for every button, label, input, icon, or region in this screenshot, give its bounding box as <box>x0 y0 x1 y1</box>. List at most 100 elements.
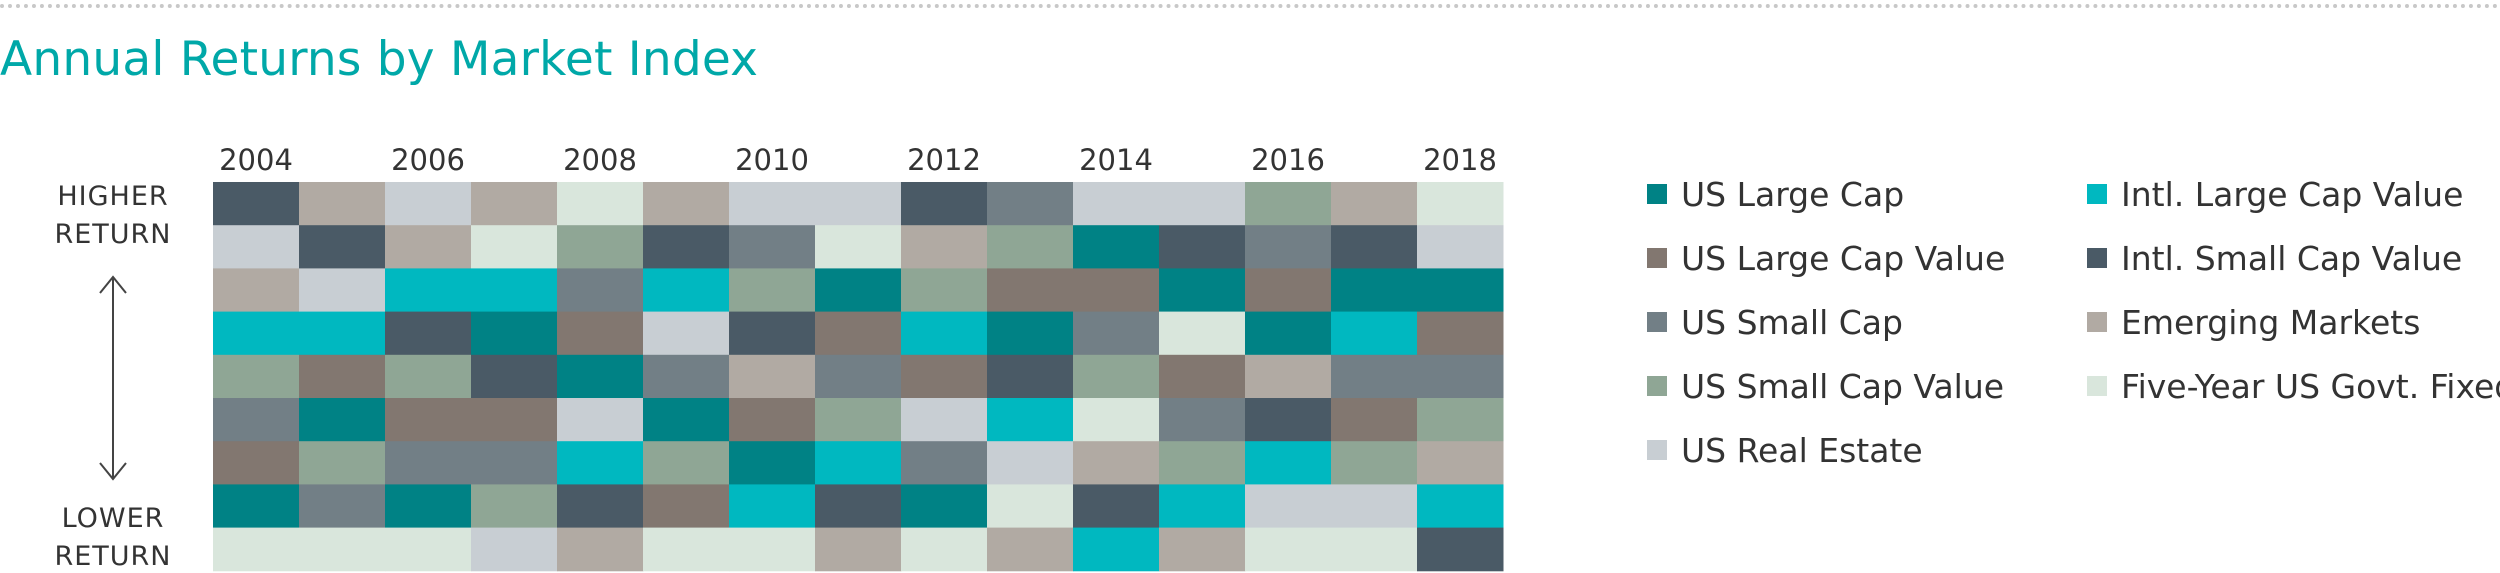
x-tick-label: 2016 <box>1251 143 1325 177</box>
cell-2016-rank-2-us-small-cap <box>1245 225 1332 269</box>
cell-2015-rank-1-us-real-estate <box>1159 182 1246 226</box>
cell-2008-rank-4-us-large-cap-value <box>557 311 644 356</box>
cell-2018-rank-2-us-real-estate <box>1417 225 1504 269</box>
cell-2015-rank-2-intl-small-cap-value <box>1159 225 1246 269</box>
cell-2005-rank-3-us-real-estate <box>299 268 386 313</box>
cell-2016-rank-7-intl-large-cap-value <box>1245 441 1332 485</box>
cell-2009-rank-5-us-small-cap <box>643 354 730 399</box>
cell-2014-rank-2-us-large-cap <box>1073 225 1160 269</box>
legend-swatch <box>2087 184 2107 204</box>
cell-2010-rank-3-us-small-cap-value <box>729 268 816 313</box>
legend-swatch <box>2087 312 2107 332</box>
cell-2017-rank-6-us-large-cap-value <box>1331 398 1418 442</box>
cell-2006-rank-1-us-real-estate <box>385 182 472 226</box>
cell-2014-rank-4-us-small-cap <box>1073 311 1160 356</box>
cell-2009-rank-2-intl-small-cap-value <box>643 225 730 269</box>
cell-2017-rank-2-intl-small-cap-value <box>1331 225 1418 269</box>
cell-2013-rank-5-intl-small-cap-value <box>987 354 1074 399</box>
cell-2006-rank-3-intl-large-cap-value <box>385 268 472 313</box>
cell-2012-rank-4-intl-large-cap-value <box>901 311 988 356</box>
dotted-divider <box>0 4 2500 8</box>
cell-2013-rank-4-us-large-cap <box>987 311 1074 356</box>
cell-2011-rank-5-us-small-cap <box>815 354 902 399</box>
cell-2014-rank-1-us-real-estate <box>1073 182 1160 226</box>
cell-2013-rank-1-us-small-cap <box>987 182 1074 226</box>
cell-2015-rank-9-emerging-markets <box>1159 527 1246 572</box>
cell-2004-rank-4-intl-large-cap-value <box>213 311 300 356</box>
legend-item-us-small-cap-value: US Small Cap Value <box>1647 366 2004 406</box>
legend-item-emerging-markets: Emerging Markets <box>2087 302 2420 342</box>
cell-2016-rank-4-us-large-cap <box>1245 311 1332 356</box>
cell-2005-rank-2-intl-small-cap-value <box>299 225 386 269</box>
cell-2004-rank-5-us-small-cap-value <box>213 354 300 399</box>
legend-label: US Small Cap <box>1681 302 1903 342</box>
cell-2005-rank-5-us-large-cap-value <box>299 354 386 399</box>
cell-2007-rank-1-emerging-markets <box>471 182 558 226</box>
legend-swatch <box>1647 440 1667 460</box>
x-tick-label: 2004 <box>219 143 293 177</box>
cell-2004-rank-9-five-year-us-govt-fixed <box>213 527 300 572</box>
cell-2012-rank-3-us-small-cap-value <box>901 268 988 313</box>
cell-2011-rank-6-us-small-cap-value <box>815 398 902 442</box>
cell-2015-rank-5-us-large-cap-value <box>1159 354 1246 399</box>
cell-2011-rank-7-intl-large-cap-value <box>815 441 902 485</box>
cell-2009-rank-1-emerging-markets <box>643 182 730 226</box>
cell-2017-rank-3-us-large-cap <box>1331 268 1418 313</box>
cell-2004-rank-2-us-real-estate <box>213 225 300 269</box>
cell-2012-rank-5-us-large-cap-value <box>901 354 988 399</box>
legend-swatch <box>1647 184 1667 204</box>
cell-2012-rank-2-emerging-markets <box>901 225 988 269</box>
cell-2016-rank-9-five-year-us-govt-fixed <box>1245 527 1332 572</box>
legend-label: Intl. Large Cap Value <box>2121 174 2464 214</box>
cell-2005-rank-1-emerging-markets <box>299 182 386 226</box>
cell-2012-rank-1-intl-small-cap-value <box>901 182 988 226</box>
cell-2008-rank-5-us-large-cap <box>557 354 644 399</box>
legend-item-intl-large-cap-value: Intl. Large Cap Value <box>2087 174 2463 214</box>
cell-2006-rank-6-us-large-cap-value <box>385 398 472 442</box>
legend-swatch <box>2087 248 2107 268</box>
cell-2011-rank-3-us-large-cap <box>815 268 902 313</box>
cell-2017-rank-7-us-small-cap-value <box>1331 441 1418 485</box>
cell-2007-rank-2-five-year-us-govt-fixed <box>471 225 558 269</box>
cell-2015-rank-7-us-small-cap-value <box>1159 441 1246 485</box>
cell-2011-rank-2-five-year-us-govt-fixed <box>815 225 902 269</box>
cell-2013-rank-6-intl-large-cap-value <box>987 398 1074 442</box>
cell-2014-rank-9-intl-large-cap-value <box>1073 527 1160 572</box>
legend-label: US Large Cap Value <box>1681 238 2006 278</box>
cell-2007-rank-5-intl-small-cap-value <box>471 354 558 399</box>
cell-2010-rank-5-emerging-markets <box>729 354 816 399</box>
cell-2017-rank-4-intl-large-cap-value <box>1331 311 1418 356</box>
cell-2006-rank-5-us-small-cap-value <box>385 354 472 399</box>
legend-swatch <box>1647 312 1667 332</box>
legend-swatch <box>1647 376 1667 396</box>
cell-2016-rank-5-emerging-markets <box>1245 354 1332 399</box>
cell-2018-rank-9-intl-small-cap-value <box>1417 527 1504 572</box>
cell-2005-rank-6-us-large-cap <box>299 398 386 442</box>
cell-2009-rank-6-us-large-cap <box>643 398 730 442</box>
x-tick-label: 2006 <box>391 143 465 177</box>
cell-2009-rank-4-us-real-estate <box>643 311 730 356</box>
x-tick-label: 2014 <box>1079 143 1153 177</box>
cell-2009-rank-8-us-large-cap-value <box>643 484 730 529</box>
legend-item-us-large-cap: US Large Cap <box>1647 174 1904 214</box>
chart-title: Annual Returns by Market Index <box>0 32 759 87</box>
cell-2013-rank-7-us-real-estate <box>987 441 1074 485</box>
cell-2010-rank-9-five-year-us-govt-fixed <box>729 527 816 572</box>
cell-2014-rank-6-five-year-us-govt-fixed <box>1073 398 1160 442</box>
cell-2010-rank-7-us-large-cap <box>729 441 816 485</box>
cell-2008-rank-6-us-real-estate <box>557 398 644 442</box>
cell-2006-rank-9-five-year-us-govt-fixed <box>385 527 472 572</box>
cell-2004-rank-3-emerging-markets <box>213 268 300 313</box>
y-axis-bottom-label: RETURN <box>54 541 171 572</box>
legend-item-us-real-estate: US Real Estate <box>1647 430 1923 470</box>
cell-2011-rank-8-intl-small-cap-value <box>815 484 902 529</box>
legend-label: US Small Cap Value <box>1681 366 2005 406</box>
cell-2008-rank-1-five-year-us-govt-fixed <box>557 182 644 226</box>
cell-2007-rank-9-us-real-estate <box>471 527 558 572</box>
cell-2008-rank-8-intl-small-cap-value <box>557 484 644 529</box>
cell-2016-rank-3-us-large-cap-value <box>1245 268 1332 313</box>
cell-2007-rank-4-us-large-cap <box>471 311 558 356</box>
cell-2006-rank-4-intl-small-cap-value <box>385 311 472 356</box>
cell-2018-rank-8-intl-large-cap-value <box>1417 484 1504 529</box>
cell-2014-rank-5-us-small-cap-value <box>1073 354 1160 399</box>
